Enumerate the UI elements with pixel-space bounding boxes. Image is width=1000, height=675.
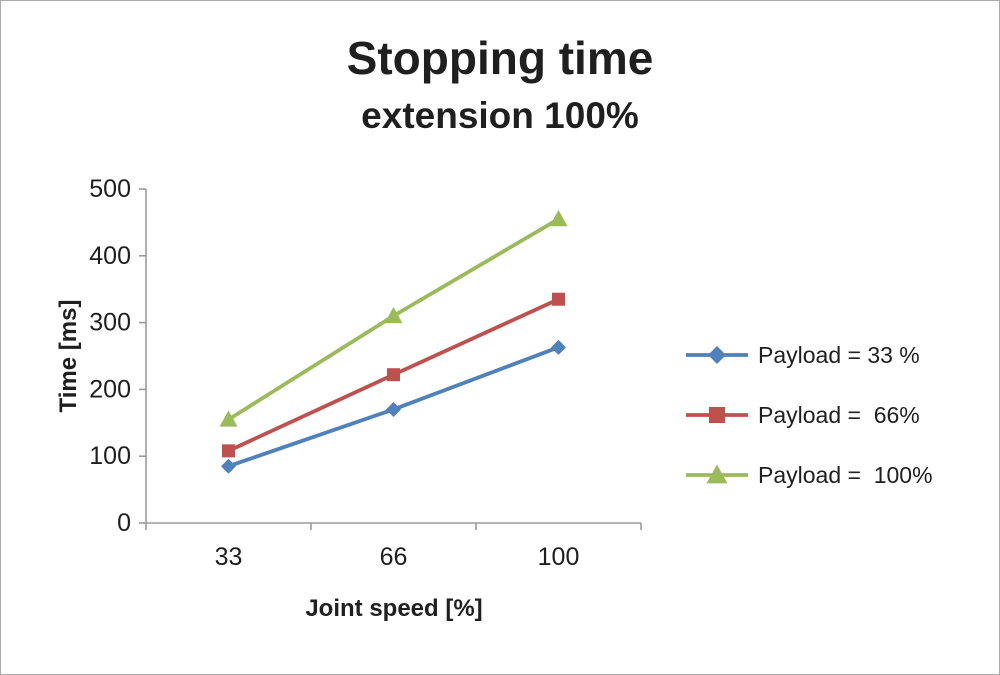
triangle-marker — [384, 306, 403, 324]
square-marker — [387, 368, 400, 382]
diamond-marker — [708, 346, 726, 364]
y-axis-title: Time [ms] — [55, 299, 82, 413]
square-marker — [552, 292, 565, 306]
y-tick-label: 100 — [89, 442, 131, 470]
y-tick-label: 500 — [89, 176, 131, 203]
legend-item: Payload = 33 % — [684, 341, 933, 369]
diamond-marker — [221, 458, 236, 474]
legend-item: Payload = 100% — [684, 461, 933, 489]
y-tick-label: 200 — [89, 375, 131, 403]
legend-label: Payload = 66% — [758, 401, 920, 428]
legend-label: Payload = 33 % — [758, 341, 920, 368]
legend-label: Payload = 100% — [758, 461, 933, 488]
x-tick-label: 100 — [538, 543, 580, 571]
diamond-marker — [551, 339, 566, 355]
square-marker — [222, 444, 235, 458]
triangle-marker — [706, 464, 728, 484]
x-tick-label: 33 — [215, 543, 243, 571]
triangle-marker — [219, 410, 238, 427]
y-tick-label: 300 — [89, 309, 131, 337]
x-tick-label: 66 — [380, 543, 408, 571]
y-tick-label: 400 — [89, 242, 131, 270]
x-axis-title: Joint speed [%] — [305, 595, 483, 622]
legend: Payload = 33 % Payload = 66% Payload = 100… — [684, 341, 933, 489]
diamond-marker — [386, 401, 401, 417]
y-tick-label: 0 — [117, 509, 131, 537]
triangle-marker — [549, 210, 568, 227]
legend-marker-sample — [686, 346, 748, 364]
chart-title: Stopping time — [346, 32, 654, 84]
chart-subtitle: extension 100% — [361, 95, 639, 136]
legend-marker-sample — [686, 407, 748, 423]
plot-area: 0 100 200 300 400 500 33 66 100 — [89, 176, 642, 571]
square-marker — [709, 407, 725, 423]
legend-marker-sample — [686, 464, 748, 484]
legend-item: Payload = 66% — [684, 401, 933, 429]
